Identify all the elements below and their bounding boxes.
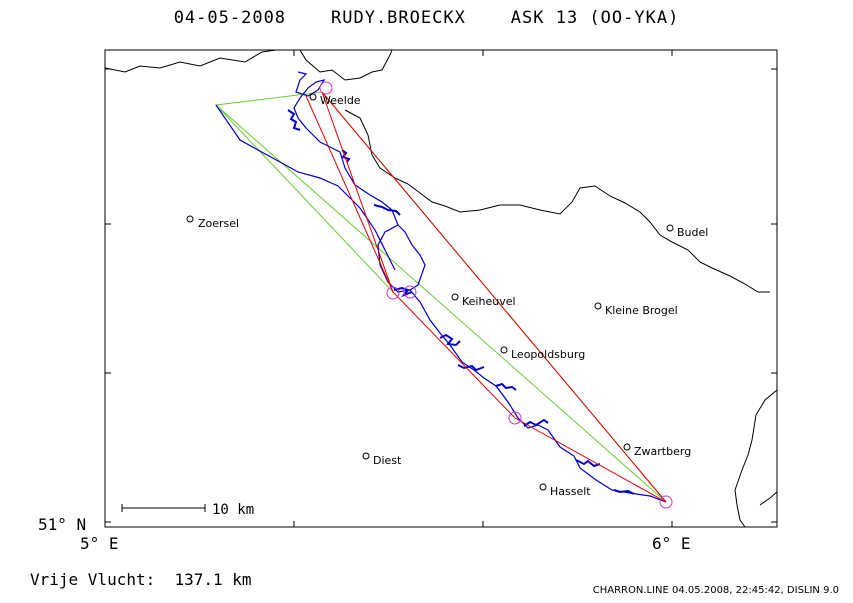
weelde-marker [309, 93, 317, 101]
turnpoint-4 [508, 411, 522, 425]
place-label-budel: Budel [677, 226, 708, 239]
distance-summary: Vrije Vlucht: 137.1 km [30, 570, 252, 589]
triangle-closure [215, 104, 394, 293]
leopoldsburg-marker [500, 346, 508, 354]
lon-right-label: 6° E [652, 534, 691, 553]
scale-bar: 10 km [121, 502, 254, 518]
hasselt-marker [539, 483, 547, 491]
place-label-zwartberg: Zwartberg [634, 445, 691, 458]
turnpoint-1 [319, 81, 333, 95]
border-baarle [299, 49, 393, 81]
lat-label: 51° N [38, 515, 86, 534]
turnpoint-5 [659, 495, 673, 509]
place-label-kleine-brogel: Kleine Brogel [605, 304, 678, 317]
border-east [734, 389, 778, 528]
flight-triangle [214, 91, 667, 503]
place-label-weelde: Weelde [320, 94, 361, 107]
place-label-diest: Diest [373, 454, 402, 467]
scale-bar-label: 10 km [212, 502, 254, 518]
place-labels: Weelde Zoersel Budel Keiheuvel Kleine Br… [198, 94, 708, 498]
flight-legs [321, 91, 667, 503]
keiheuvel-marker [451, 293, 459, 301]
render-credit: CHARRON.LINE 04.05.2008, 22:45:42, DISLI… [592, 585, 839, 596]
border-main [344, 109, 770, 293]
budel-marker [666, 224, 674, 232]
border-southeast [759, 491, 778, 506]
place-label-leopoldsburg: Leopoldsburg [511, 348, 585, 361]
place-markers [186, 93, 674, 491]
place-label-zoersel: Zoersel [198, 217, 239, 230]
glider-name: ASK 13 (OO-YKA) [510, 8, 680, 28]
zwartberg-marker [623, 443, 631, 451]
plot-border [104, 49, 778, 528]
pilot-name: RUDY.BROECKX [331, 8, 466, 28]
flight-date: 04-05-2008 [173, 8, 287, 28]
place-label-keiheuvel: Keiheuvel [462, 295, 516, 308]
flight-leg-extra [305, 95, 394, 293]
border-netherlands-north [104, 49, 277, 73]
turnpoint-2 [386, 286, 400, 300]
zoersel-marker [186, 215, 194, 223]
country-borders [104, 49, 778, 528]
kleine-brogel-marker [594, 302, 602, 310]
place-label-hasselt: Hasselt [550, 485, 591, 498]
turnpoints [319, 81, 673, 509]
lon-left-label: 5° E [80, 534, 119, 553]
flight-title: 04-05-2008 RUDY.BROECKX ASK 13 (OO-YKA) [0, 8, 853, 28]
distance-value: 137.1 km [174, 570, 252, 589]
diest-marker [362, 452, 370, 460]
thermal-clusters [287, 109, 635, 495]
turnpoint-3 [403, 285, 417, 299]
distance-label: Vrije Vlucht: [30, 570, 156, 589]
gps-track [215, 71, 667, 503]
